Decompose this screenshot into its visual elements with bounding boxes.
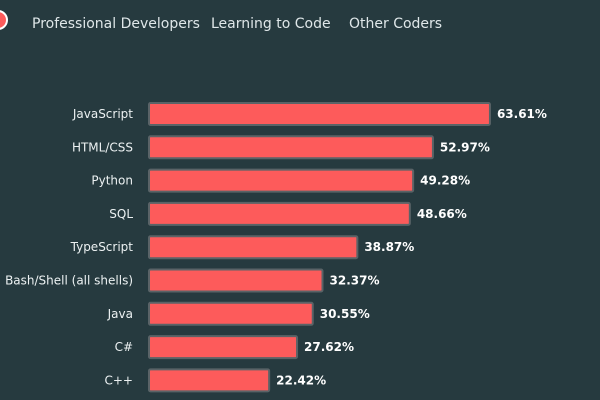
bar-html-css[interactable]	[148, 135, 434, 160]
value-label-c: 27.62%	[304, 340, 354, 354]
bar-java[interactable]	[148, 301, 314, 326]
bar-typescript[interactable]	[148, 235, 359, 260]
category-label-typescript: TypeScript	[70, 240, 134, 254]
category-label-bash-shell-all-shells: Bash/Shell (all shells)	[5, 274, 133, 288]
tab-learning-to-code[interactable]: Learning to Code	[211, 16, 331, 32]
category-label-python: Python	[91, 174, 133, 188]
value-label-sql: 48.66%	[417, 207, 467, 221]
value-label-typescript: 38.87%	[364, 240, 414, 254]
tab-bar: Professional Developers Learning to Code…	[0, 0, 600, 48]
value-label-c: 22.42%	[276, 373, 326, 387]
tab-professional-developers[interactable]: Professional Developers	[32, 16, 200, 32]
bar-sql[interactable]	[148, 201, 411, 226]
value-label-html-css: 52.97%	[440, 140, 490, 154]
bar-javascript[interactable]	[148, 102, 491, 126]
tab-other-coders[interactable]: Other Coders	[349, 16, 443, 32]
value-label-javascript: 63.61%	[497, 107, 547, 121]
bar-c[interactable]	[148, 368, 271, 393]
bar-bash-shell-all-shells[interactable]	[148, 268, 324, 293]
bar-c[interactable]	[148, 335, 299, 360]
category-label-java: Java	[107, 307, 133, 321]
category-label-html-css: HTML/CSS	[72, 140, 133, 154]
value-label-bash-shell-all-shells: 32.37%	[330, 274, 380, 288]
category-label-sql: SQL	[109, 207, 133, 221]
bar-python[interactable]	[148, 168, 415, 193]
category-label-c: C#	[115, 340, 133, 354]
value-label-python: 49.28%	[420, 174, 470, 188]
category-label-javascript: JavaScript	[72, 107, 133, 121]
value-label-java: 30.55%	[320, 307, 370, 321]
category-label-c: C++	[105, 373, 134, 387]
